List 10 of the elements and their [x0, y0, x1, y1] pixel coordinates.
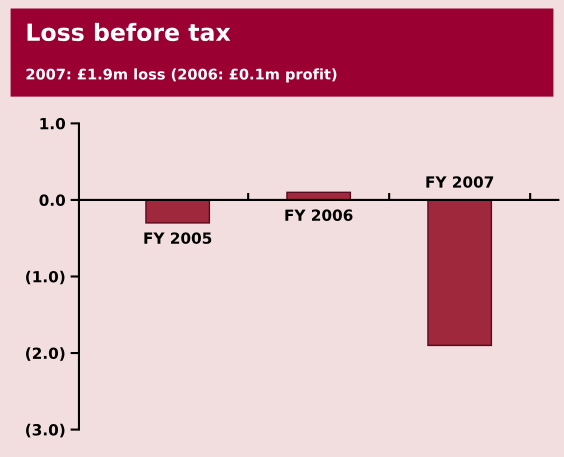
chart-subtitle: 2007: £1.9m loss (2006: £0.1m profit): [26, 68, 336, 82]
x-tick-label: FY 2007: [426, 176, 494, 188]
y-tick-label: 0.0: [39, 194, 66, 206]
x-tick-label: FY 2006: [285, 209, 353, 221]
y-tick-label: (2.0): [26, 347, 64, 361]
y-tick-label: (3.0): [26, 424, 64, 438]
chart-title: Loss before tax: [28, 22, 230, 42]
y-tick-label: (1.0): [26, 270, 64, 284]
x-tick-label: FY 2005: [144, 232, 212, 244]
y-tick-label: 1.0: [40, 118, 66, 130]
